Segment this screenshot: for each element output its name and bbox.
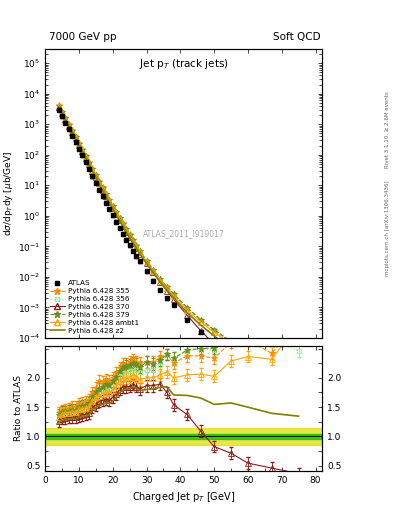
X-axis label: Charged Jet p$_{T}$ [GeV]: Charged Jet p$_{T}$ [GeV]: [132, 490, 235, 504]
Text: mcplots.cern.ch [arXiv:1306.3436]: mcplots.cern.ch [arXiv:1306.3436]: [385, 180, 389, 276]
Y-axis label: d$\sigma$/dp$_{T}$dy [$\mu$b/GeV]: d$\sigma$/dp$_{T}$dy [$\mu$b/GeV]: [2, 151, 15, 236]
Legend: ATLAS, Pythia 6.428 355, Pythia 6.428 356, Pythia 6.428 370, Pythia 6.428 379, P: ATLAS, Pythia 6.428 355, Pythia 6.428 35…: [48, 278, 141, 336]
Y-axis label: Ratio to ATLAS: Ratio to ATLAS: [14, 375, 23, 441]
Text: ATLAS_2011_I919017: ATLAS_2011_I919017: [143, 229, 225, 238]
Text: Rivet 3.1.10, ≥ 2.6M events: Rivet 3.1.10, ≥ 2.6M events: [385, 91, 389, 168]
Text: 7000 GeV pp: 7000 GeV pp: [49, 32, 117, 42]
Text: Soft QCD: Soft QCD: [273, 32, 320, 42]
Text: Jet p$_T$ (track jets): Jet p$_T$ (track jets): [139, 57, 229, 71]
